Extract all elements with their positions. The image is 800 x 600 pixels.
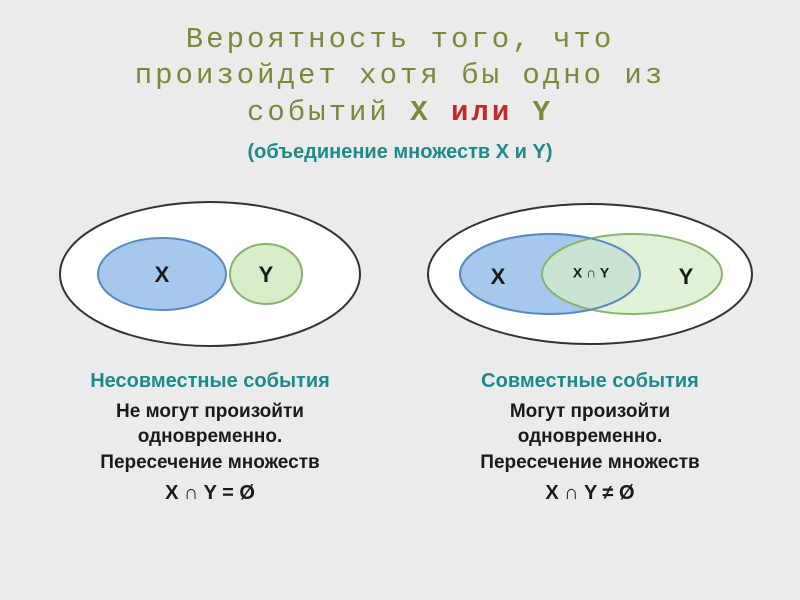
right-formula: X ∩ Y ≠ Ø: [410, 482, 770, 505]
left-heading: Несовместные события: [30, 370, 390, 393]
title-line3a: событий: [247, 96, 410, 129]
left-text: Не могут произойти одновременно. Пересеч…: [30, 399, 390, 476]
title-or: или: [431, 96, 533, 129]
panels-row: X Y Несовместные события Не могут произо…: [0, 184, 800, 505]
left-text-2: одновременно.: [138, 426, 283, 447]
left-text-1: Не могут произойти: [116, 401, 304, 422]
left-venn-svg: X Y: [40, 184, 380, 364]
right-text: Могут произойти одновременно. Пересечени…: [410, 399, 770, 476]
right-text-1: Могут произойти: [510, 401, 670, 422]
right-y-label: Y: [679, 264, 694, 289]
left-text-3: Пересечение множеств: [100, 452, 319, 473]
title-x: X: [410, 96, 430, 129]
right-panel: X Y X ∩ Y Совместные события Могут произ…: [410, 184, 770, 505]
right-x-label: X: [491, 264, 506, 289]
left-diagram: X Y: [30, 184, 390, 364]
title-line2: произойдет хотя бы одно из: [135, 59, 665, 92]
left-x-label: X: [155, 262, 170, 287]
right-diagram: X Y X ∩ Y: [410, 184, 770, 364]
right-text-3: Пересечение множеств: [480, 452, 699, 473]
left-y-label: Y: [259, 262, 274, 287]
left-panel: X Y Несовместные события Не могут произо…: [30, 184, 390, 505]
left-caption: Несовместные события Не могут произойти …: [30, 370, 390, 505]
left-formula: X ∩ Y = Ø: [30, 482, 390, 505]
right-y-ellipse: [542, 234, 722, 314]
right-caption: Совместные события Могут произойти однов…: [410, 370, 770, 505]
right-text-2: одновременно.: [518, 426, 663, 447]
page-title: Вероятность того, что произойдет хотя бы…: [0, 0, 800, 135]
right-heading: Совместные события: [410, 370, 770, 393]
subtitle: (объединение множеств X и Y): [0, 141, 800, 164]
right-venn-svg: X Y X ∩ Y: [410, 184, 770, 364]
right-intersection-label: X ∩ Y: [573, 264, 610, 280]
title-y: Y: [533, 96, 553, 129]
title-line1: Вероятность того, что: [186, 23, 614, 56]
